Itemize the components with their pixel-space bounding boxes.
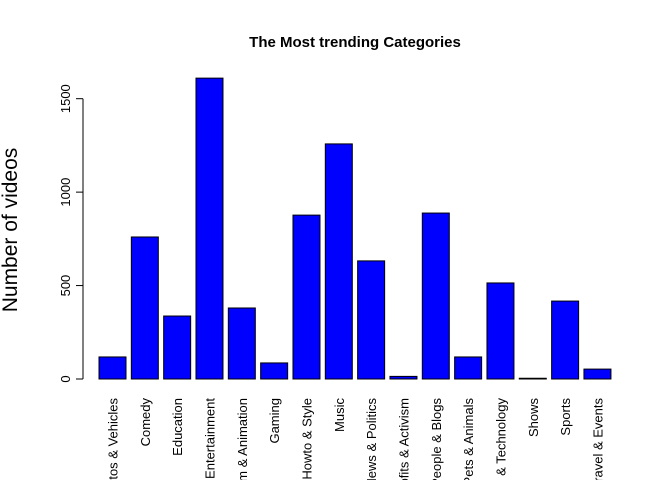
bar	[292, 214, 321, 380]
x-tick-label: Travel & Events	[590, 398, 605, 480]
x-tick-label: Education	[170, 398, 185, 456]
bar	[551, 300, 580, 380]
x-tick-label: Nonprofits & Activism	[396, 398, 411, 480]
bar	[195, 77, 224, 380]
x-tick-label: Sports	[558, 398, 573, 436]
chart-title: The Most trending Categories	[249, 34, 461, 51]
bar	[518, 377, 547, 380]
x-tick-label: Autos & Vehicles	[106, 398, 121, 480]
x-tick-label: Entertainment	[202, 398, 217, 479]
y-tick-label: 1500	[58, 84, 73, 113]
x-tick-label: Science & Technology	[493, 398, 508, 480]
bar	[130, 236, 159, 380]
y-tick-label: 1000	[58, 178, 73, 207]
bar	[260, 362, 289, 380]
y-tick-label: 0	[58, 375, 73, 382]
bar	[357, 260, 386, 380]
bar	[227, 307, 256, 380]
x-tick-label: Film & Animation	[235, 398, 250, 480]
bar	[583, 368, 612, 380]
x-tick-label: Music	[332, 398, 347, 432]
bar	[421, 212, 450, 380]
bar	[98, 356, 127, 380]
bar	[454, 356, 483, 380]
bar	[486, 282, 515, 380]
x-tick-label: News & Politics	[364, 398, 379, 480]
x-tick-label: Shows	[526, 398, 541, 438]
bar	[324, 143, 353, 380]
y-axis-label: Number of videos	[0, 148, 22, 313]
x-tick-label: Gaming	[267, 398, 282, 444]
bar	[163, 315, 192, 380]
y-tick-label: 500	[58, 275, 73, 297]
x-tick-label: People & Blogs	[429, 398, 444, 480]
x-tick-label: Comedy	[138, 398, 153, 447]
x-tick-label: Pets & Animals	[461, 398, 476, 480]
bar	[389, 375, 418, 380]
x-tick-label: Howto & Style	[299, 398, 314, 480]
